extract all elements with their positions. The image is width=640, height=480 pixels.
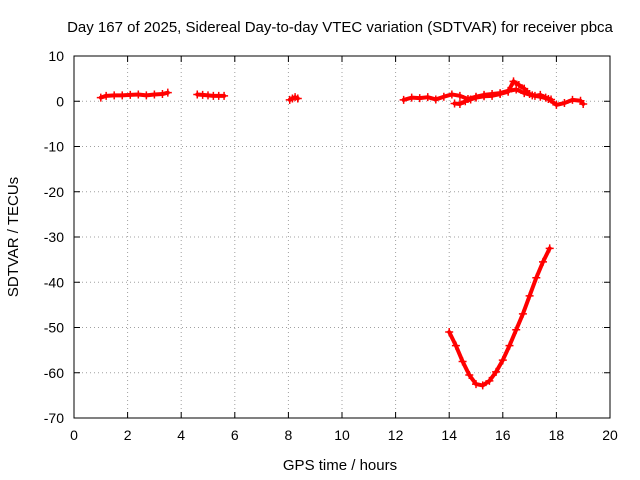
- data-point: [545, 244, 554, 253]
- data-point: [423, 93, 432, 102]
- data-point: [466, 95, 475, 104]
- x-tick-label: 4: [177, 427, 185, 443]
- data-point: [220, 91, 229, 100]
- data-point: [530, 91, 539, 100]
- data-point: [455, 99, 464, 108]
- data-point: [472, 93, 480, 102]
- data-point: [505, 341, 514, 350]
- data-point: [455, 91, 464, 100]
- x-axis-label: GPS time / hours: [283, 457, 397, 474]
- data-point: [532, 273, 541, 282]
- data-series: [450, 77, 556, 108]
- data-point: [525, 291, 534, 300]
- data-series: [445, 244, 554, 390]
- data-point: [163, 88, 172, 97]
- data-point: [480, 92, 489, 101]
- x-tick-label: 12: [388, 427, 404, 443]
- y-tick-label: -10: [44, 139, 64, 155]
- data-series: [96, 88, 172, 102]
- grid-lines: [74, 56, 610, 418]
- data-point: [293, 94, 302, 103]
- x-tick-label: 16: [495, 427, 511, 443]
- x-tick-label: 8: [285, 427, 293, 443]
- data-point: [512, 325, 521, 334]
- data-point: [415, 94, 424, 103]
- x-tick-label: 6: [231, 427, 239, 443]
- data-point: [158, 90, 167, 99]
- data-point: [472, 380, 480, 389]
- y-tick-label: -40: [44, 274, 64, 290]
- data-point: [552, 100, 561, 109]
- chart-title: Day 167 of 2025, Sidereal Day-to-day VTE…: [67, 19, 613, 36]
- y-axis-label: SDTVAR / TECUs: [5, 177, 22, 297]
- data-point: [492, 367, 501, 376]
- data-point: [509, 77, 518, 86]
- data-point: [134, 90, 143, 99]
- data-point: [465, 371, 474, 380]
- y-tick-label: -70: [44, 410, 64, 426]
- y-tick-label: 10: [48, 48, 64, 64]
- series-trace: [98, 90, 170, 100]
- data-point: [504, 87, 513, 96]
- x-tick-label: 20: [602, 427, 618, 443]
- x-tick-label: 0: [70, 427, 78, 443]
- data-point: [541, 93, 550, 102]
- data-point: [525, 90, 534, 99]
- data-point: [498, 356, 507, 365]
- data-point: [488, 91, 497, 100]
- data-point: [560, 99, 569, 108]
- data-point: [485, 376, 494, 385]
- data-series: [285, 93, 302, 104]
- x-tick-label: 18: [549, 427, 565, 443]
- data-point: [514, 80, 523, 89]
- data-series: [193, 90, 229, 100]
- x-tick-label: 2: [124, 427, 132, 443]
- y-tick-label: 0: [56, 93, 64, 109]
- data-point: [407, 93, 416, 102]
- data-point: [496, 90, 505, 99]
- data-point: [568, 95, 577, 104]
- data-point: [399, 95, 408, 104]
- series-trace: [447, 246, 552, 388]
- y-tick-label: -30: [44, 229, 64, 245]
- x-tick-label: 10: [334, 427, 350, 443]
- data-point: [110, 91, 119, 100]
- data-point: [96, 93, 105, 102]
- data-points: [96, 77, 588, 390]
- data-point: [439, 92, 448, 101]
- x-tick-label: 14: [441, 427, 457, 443]
- data-point: [579, 99, 588, 108]
- data-point: [451, 341, 460, 350]
- y-tick-label: -50: [44, 320, 64, 336]
- data-point: [539, 257, 547, 266]
- data-point: [547, 95, 556, 104]
- data-point: [536, 90, 545, 99]
- data-point: [126, 90, 135, 99]
- data-point: [150, 90, 159, 99]
- data-point: [447, 90, 456, 99]
- data-point: [478, 381, 487, 390]
- data-point: [102, 91, 111, 100]
- data-point: [458, 357, 467, 366]
- data-point: [431, 95, 440, 104]
- data-point: [461, 97, 470, 106]
- data-point: [518, 309, 527, 318]
- data-point: [142, 91, 151, 100]
- axis-ticks: 0 2 4 6 8 10 12 14 16 18 20 10 0 -10 -20 -30 -40 -50 -60 -7…: [44, 48, 618, 443]
- data-point: [512, 85, 521, 94]
- y-tick-label: -20: [44, 184, 64, 200]
- data-point: [445, 328, 454, 337]
- y-tick-label: -60: [44, 365, 64, 381]
- data-point: [118, 91, 127, 100]
- data-point: [520, 84, 529, 93]
